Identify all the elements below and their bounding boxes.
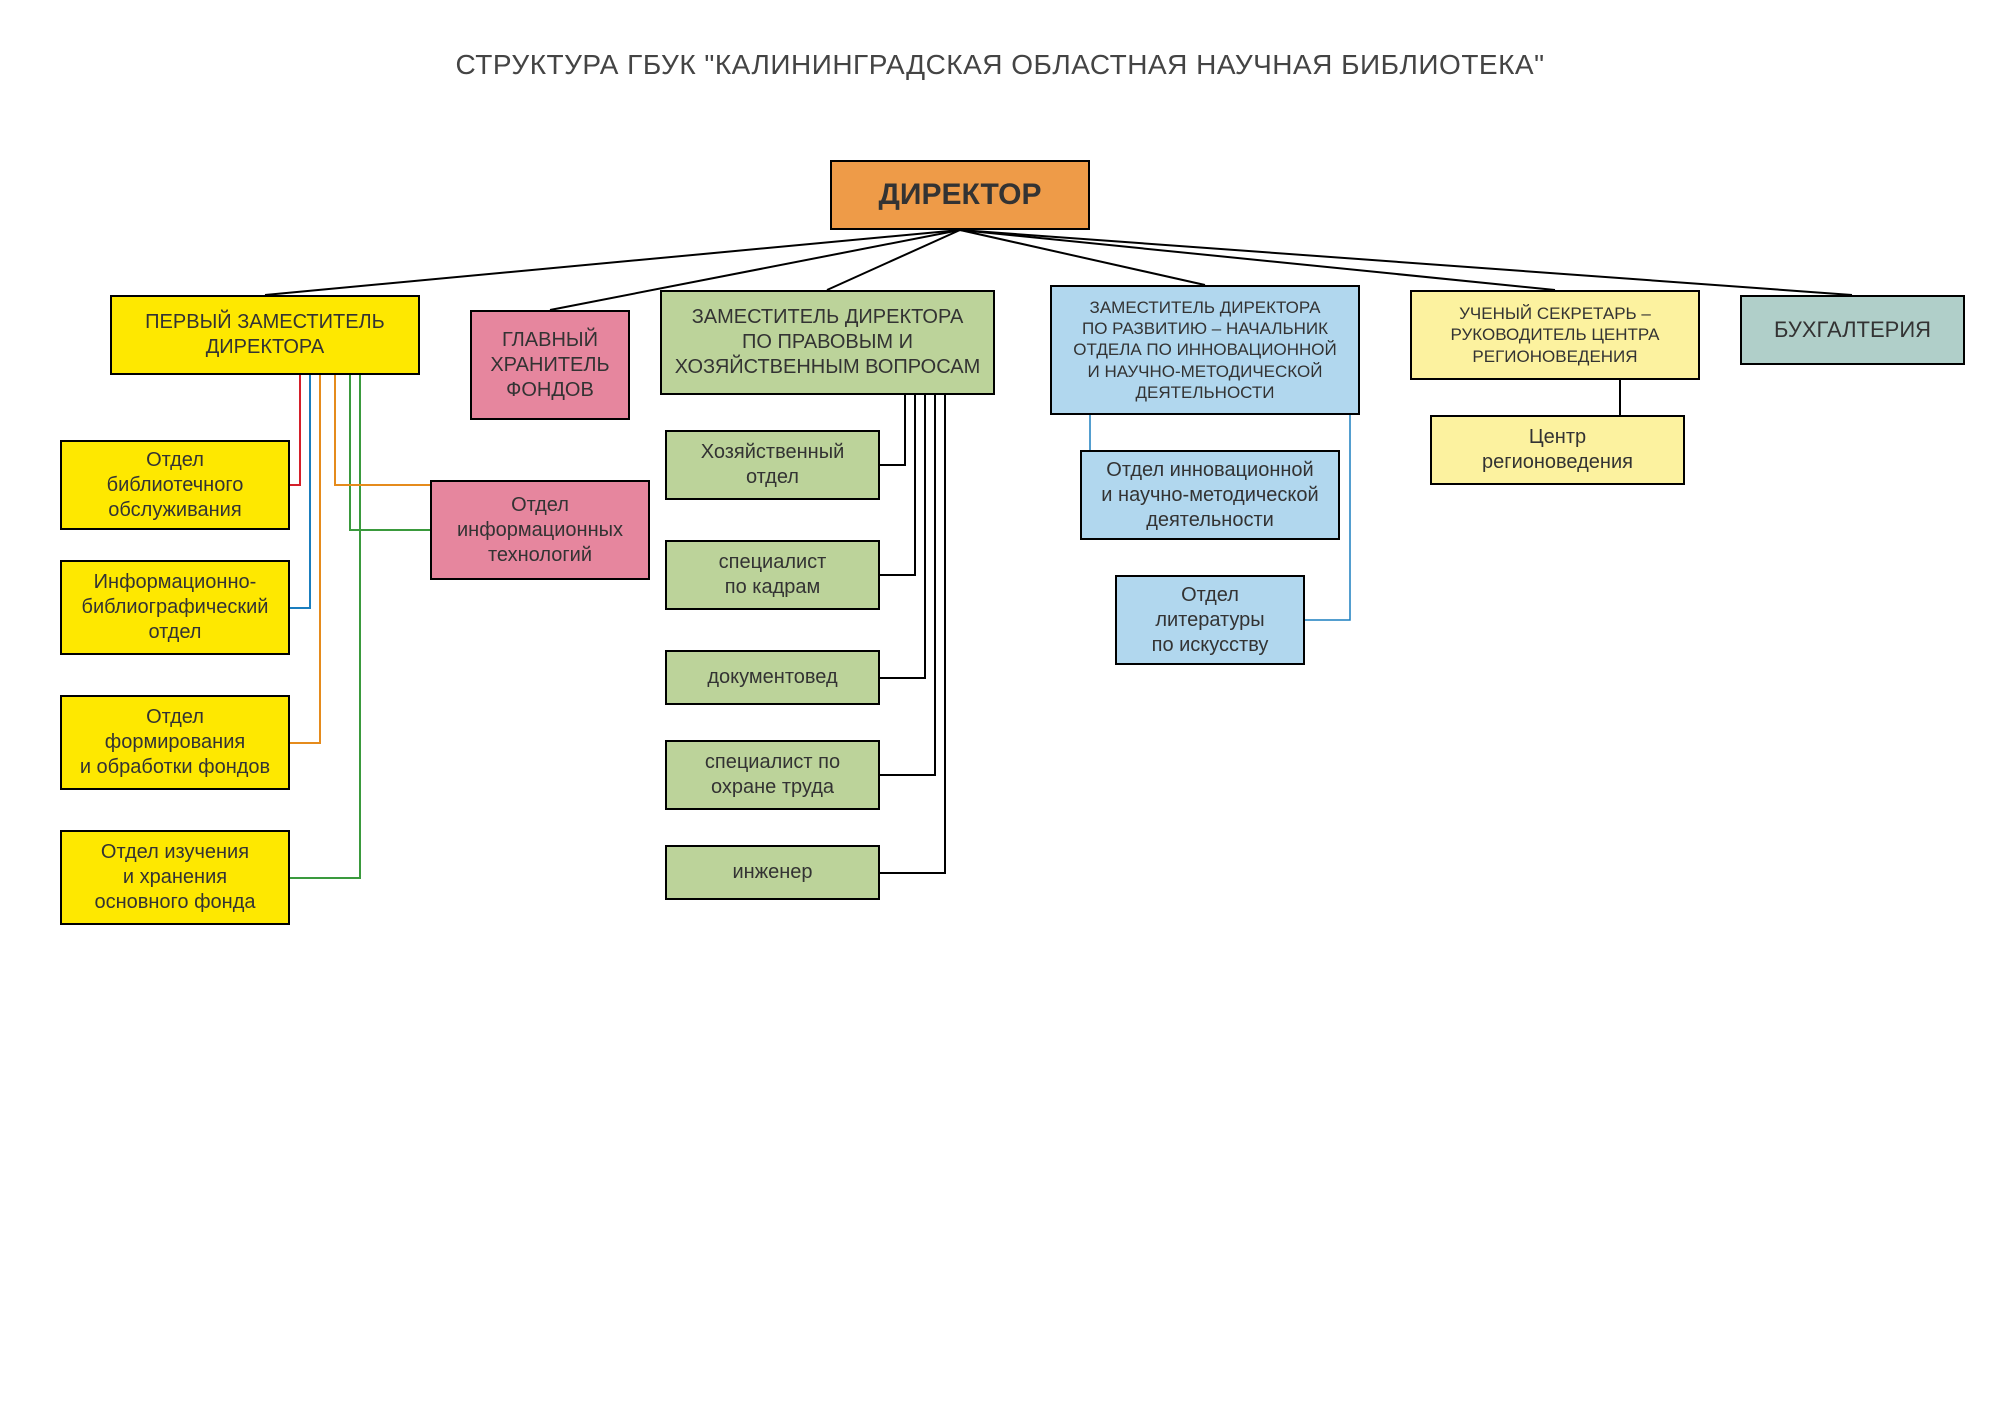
node-label: Центррегионоведения <box>1482 425 1633 475</box>
node-label: Информационно-библиографическийотдел <box>82 570 269 645</box>
node-safety: специалист поохране труда <box>665 740 880 810</box>
node-label: инженер <box>732 860 812 885</box>
edge <box>290 375 320 743</box>
node-label: Хозяйственныйотдел <box>701 440 845 490</box>
edge <box>960 230 1205 285</box>
node-dept_biblio: Информационно-библиографическийотдел <box>60 560 290 655</box>
node-label: УЧЕНЫЙ СЕКРЕТАРЬ –РУКОВОДИТЕЛЬ ЦЕНТРАРЕГ… <box>1451 303 1660 367</box>
node-engineer: инженер <box>665 845 880 900</box>
edge <box>827 230 960 290</box>
node-label: ГЛАВНЫЙХРАНИТЕЛЬФОНДОВ <box>490 328 609 403</box>
node-label: БУХГАЛТЕРИЯ <box>1774 316 1931 344</box>
node-keeper: ГЛАВНЫЙХРАНИТЕЛЬФОНДОВ <box>470 310 630 420</box>
edge <box>265 230 960 295</box>
node-dep_dev: ЗАМЕСТИТЕЛЬ ДИРЕКТОРАПО РАЗВИТИЮ – НАЧАЛ… <box>1050 285 1360 415</box>
node-dept_store: Отдел изученияи храненияосновного фонда <box>60 830 290 925</box>
node-director: ДИРЕКТОР <box>830 160 1090 230</box>
node-label: Отделинформационныхтехнологий <box>457 493 623 568</box>
org-chart-canvas: СТРУКТУРА ГБУК "КАЛИНИНГРАДСКАЯ ОБЛАСТНА… <box>0 0 2000 1414</box>
edge <box>290 375 310 608</box>
node-hr: специалистпо кадрам <box>665 540 880 610</box>
node-label: ПЕРВЫЙ ЗАМЕСТИТЕЛЬДИРЕКТОРА <box>145 310 385 360</box>
node-label: Отдел инновационнойи научно-методической… <box>1101 458 1318 533</box>
node-label: специалист поохране труда <box>705 750 840 800</box>
edge <box>290 375 360 878</box>
node-label: ДИРЕКТОР <box>879 176 1042 214</box>
node-label: документовед <box>707 665 837 690</box>
edge <box>960 230 1555 290</box>
chart-title: СТРУКТУРА ГБУК "КАЛИНИНГРАДСКАЯ ОБЛАСТНА… <box>0 49 2000 81</box>
edge <box>880 395 915 575</box>
node-econ_dept: Хозяйственныйотдел <box>665 430 880 500</box>
node-label: ЗАМЕСТИТЕЛЬ ДИРЕКТОРАПО РАЗВИТИЮ – НАЧАЛ… <box>1073 297 1336 403</box>
node-label: специалистпо кадрам <box>719 550 827 600</box>
node-label: ЗАМЕСТИТЕЛЬ ДИРЕКТОРАПО ПРАВОВЫМ ИХОЗЯЙС… <box>675 305 980 380</box>
edge <box>290 375 300 485</box>
node-label: Отдел изученияи храненияосновного фонда <box>94 840 255 915</box>
node-docs: документовед <box>665 650 880 705</box>
node-label: Отделформированияи обработки фондов <box>80 705 270 780</box>
node-accounting: БУХГАЛТЕРИЯ <box>1740 295 1965 365</box>
node-dep1: ПЕРВЫЙ ЗАМЕСТИТЕЛЬДИРЕКТОРА <box>110 295 420 375</box>
node-dept_it: Отделинформационныхтехнологий <box>430 480 650 580</box>
edge <box>350 375 430 530</box>
edge <box>880 395 945 873</box>
node-art_dept: Отделлитературыпо искусству <box>1115 575 1305 665</box>
edge <box>335 375 430 485</box>
edge <box>880 395 925 678</box>
node-region_ctr: Центррегионоведения <box>1430 415 1685 485</box>
node-label: Отделбиблиотечногообслуживания <box>107 448 244 523</box>
node-label: Отделлитературыпо искусству <box>1152 583 1269 658</box>
node-innov_dept: Отдел инновационнойи научно-методической… <box>1080 450 1340 540</box>
node-dept_form: Отделформированияи обработки фондов <box>60 695 290 790</box>
node-sci_sec: УЧЕНЫЙ СЕКРЕТАРЬ –РУКОВОДИТЕЛЬ ЦЕНТРАРЕГ… <box>1410 290 1700 380</box>
node-dep_legal: ЗАМЕСТИТЕЛЬ ДИРЕКТОРАПО ПРАВОВЫМ ИХОЗЯЙС… <box>660 290 995 395</box>
node-dept_service: Отделбиблиотечногообслуживания <box>60 440 290 530</box>
edge <box>880 395 905 465</box>
edge <box>880 395 935 775</box>
